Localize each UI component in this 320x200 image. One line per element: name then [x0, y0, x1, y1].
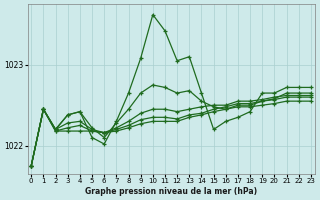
X-axis label: Graphe pression niveau de la mer (hPa): Graphe pression niveau de la mer (hPa) — [85, 187, 257, 196]
